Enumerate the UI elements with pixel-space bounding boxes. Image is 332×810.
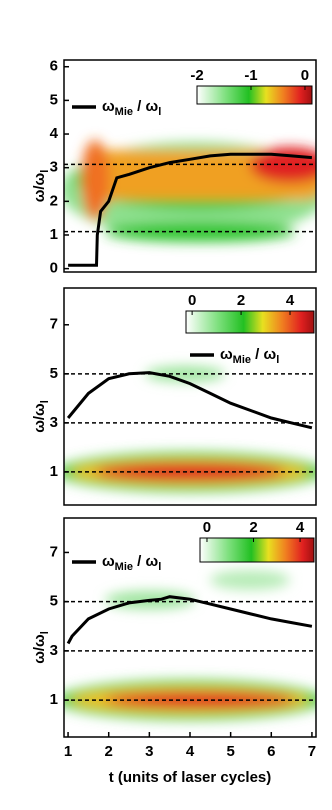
- y-axis-label: ω/ωl: [31, 170, 51, 203]
- text-part: Mie: [115, 106, 133, 118]
- text-part: l: [276, 354, 279, 366]
- y-tick-label: 0: [50, 260, 58, 277]
- text-part: / ω: [251, 346, 277, 363]
- y-tick-label: 6: [50, 58, 58, 75]
- text-part: ω/ω: [31, 403, 48, 433]
- text-part: / ω: [133, 553, 159, 570]
- text-part: ω: [220, 346, 233, 363]
- y-tick-label: 3: [50, 414, 58, 431]
- x-axis-label: t (units of laser cycles): [109, 769, 272, 786]
- line: [66, 595, 313, 645]
- colorbar-tick-label: -1: [244, 67, 257, 84]
- colorbar-tick-label: -2: [190, 67, 203, 84]
- x-tick-label: 1: [64, 743, 72, 760]
- text-part: ω: [102, 98, 115, 115]
- plot-frame: [63, 287, 317, 506]
- colorbar: [185, 310, 315, 334]
- y-tick-label: 1: [50, 463, 58, 480]
- line: [66, 371, 313, 430]
- x-tick-label: 7: [308, 743, 316, 760]
- y-tick-label: 4: [50, 125, 59, 142]
- colorbar-tick-label: 4: [286, 292, 295, 309]
- y-tick-label: 1: [50, 226, 58, 243]
- text-part: / ω: [133, 98, 159, 115]
- x-tick-label: 3: [145, 743, 153, 760]
- colorbar-tick-label: 4: [296, 519, 305, 536]
- text-part: Mie: [233, 354, 251, 366]
- y-tick-label: 7: [50, 316, 58, 333]
- y-tick-label: 3: [50, 159, 58, 176]
- colorbar-tick-label: 2: [249, 519, 257, 536]
- y-tick-label: 5: [50, 91, 58, 108]
- y-tick-label: 5: [50, 365, 58, 382]
- text-part: Mie: [115, 561, 133, 573]
- colorbar-tick-label: 0: [301, 67, 309, 84]
- y-tick-label: 5: [50, 593, 58, 610]
- legend-label: ωMie / ωl: [102, 98, 161, 118]
- plot-frame: [63, 59, 317, 273]
- heatmap: [64, 570, 316, 720]
- legend-label: ωMie / ωl: [102, 553, 161, 573]
- text-part: l: [158, 561, 161, 573]
- y-tick-label: 7: [50, 543, 58, 560]
- text-part: ω/ω: [31, 634, 48, 664]
- colorbar: [199, 537, 315, 563]
- y-tick-label: 1: [50, 691, 58, 708]
- x-tick-label: 4: [186, 743, 195, 760]
- y-tick-label: 2: [50, 192, 58, 209]
- x-tick-label: 6: [267, 743, 275, 760]
- colorbar: [196, 85, 313, 105]
- x-tick-label: 5: [226, 743, 234, 760]
- text-part: l: [39, 400, 51, 403]
- y-axis-label: ω/ωl: [31, 400, 51, 433]
- x-tick-label: 2: [105, 743, 113, 760]
- colorbar-tick-label: 0: [203, 519, 211, 536]
- colorbar-tick-label: 0: [188, 292, 196, 309]
- y-tick-label: 3: [50, 642, 58, 659]
- line: [68, 152, 313, 267]
- legend-label: ωMie / ωl: [220, 346, 279, 366]
- text-part: l: [39, 631, 51, 634]
- text-part: l: [158, 106, 161, 118]
- colorbar-tick-label: 2: [237, 292, 245, 309]
- text-part: l: [39, 170, 51, 173]
- text-part: ω/ω: [31, 172, 48, 202]
- y-axis-label: ω/ωl: [31, 631, 51, 664]
- text-part: ω: [102, 553, 115, 570]
